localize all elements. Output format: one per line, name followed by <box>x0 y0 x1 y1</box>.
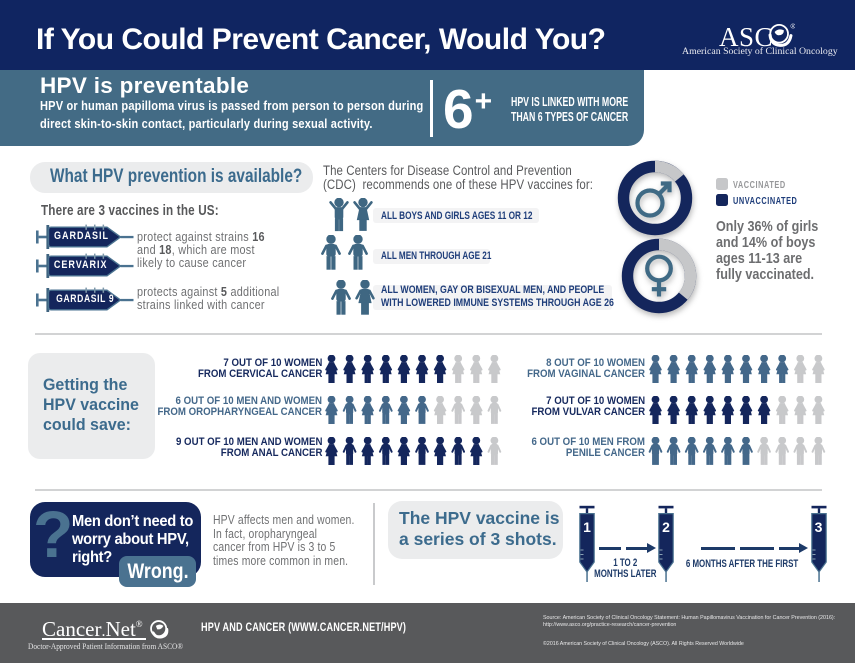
svg-text:®: ® <box>790 22 795 30</box>
